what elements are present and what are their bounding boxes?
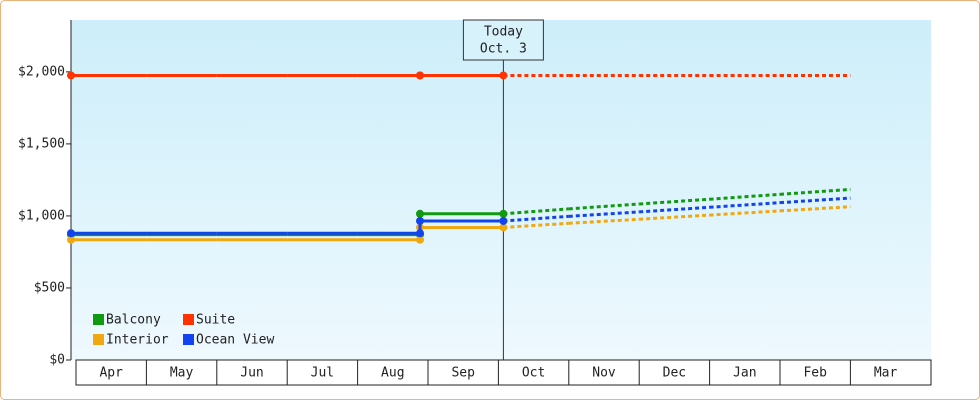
point (416, 216, 424, 225)
legend-swatch (93, 314, 104, 325)
x-tick-label: Dec (663, 366, 686, 381)
forecast-segment (779, 205, 851, 213)
forecast-segment (568, 210, 640, 218)
y-tick-label: $2,000 (18, 64, 65, 79)
point (67, 71, 75, 80)
x-tick-label: Oct (522, 366, 545, 381)
forecast-segment (503, 207, 569, 216)
x-tick-label: Jan (733, 366, 756, 381)
point (416, 209, 424, 218)
x-axis-strip (75, 359, 932, 386)
y-tick-label: $1,000 (18, 208, 65, 223)
x-tick-label: Mar (874, 366, 898, 381)
forecast-segment (709, 201, 781, 209)
x-tick-label: Jun (240, 366, 263, 381)
forecast-segment (639, 213, 710, 221)
plot-area (71, 20, 931, 360)
legend-swatch (183, 314, 194, 325)
legend-label: Ocean View (196, 333, 274, 348)
point (416, 229, 424, 238)
x-tick-label: Jul (311, 366, 334, 381)
forecast-segment (568, 202, 640, 211)
forecast-segment (709, 209, 781, 217)
y-tick-label: $500 (34, 280, 65, 295)
forecast-segment (639, 197, 710, 206)
point (416, 235, 424, 244)
y-tick-label: $1,500 (18, 136, 65, 151)
forecast-segment (568, 217, 640, 225)
forecast-segment (503, 221, 569, 229)
forecast-segment (779, 196, 851, 205)
forecast-segment (709, 192, 781, 201)
forecast-segment (779, 187, 851, 196)
today-box (462, 19, 544, 61)
legend-label: Balcony (106, 313, 161, 328)
x-tick-label: Sep (451, 366, 475, 381)
x-tick-label: Feb (803, 366, 827, 381)
legend-label: Suite (196, 313, 235, 328)
point (67, 229, 75, 238)
x-tick-label: May (170, 366, 194, 381)
x-tick-label: Nov (592, 366, 616, 381)
point (67, 235, 75, 244)
x-tick-label: Aug (381, 366, 404, 381)
x-tick-label: Apr (99, 366, 123, 381)
today-label: Today (484, 25, 523, 40)
today-label: Oct. 3 (480, 42, 527, 57)
y-tick-label: $0 (49, 353, 65, 368)
legend-swatch (183, 334, 194, 345)
forecast-segment (639, 205, 710, 214)
legend-label: Interior (106, 333, 169, 348)
legend-swatch (93, 334, 104, 345)
point (416, 71, 424, 80)
forecast-segment (503, 214, 569, 223)
